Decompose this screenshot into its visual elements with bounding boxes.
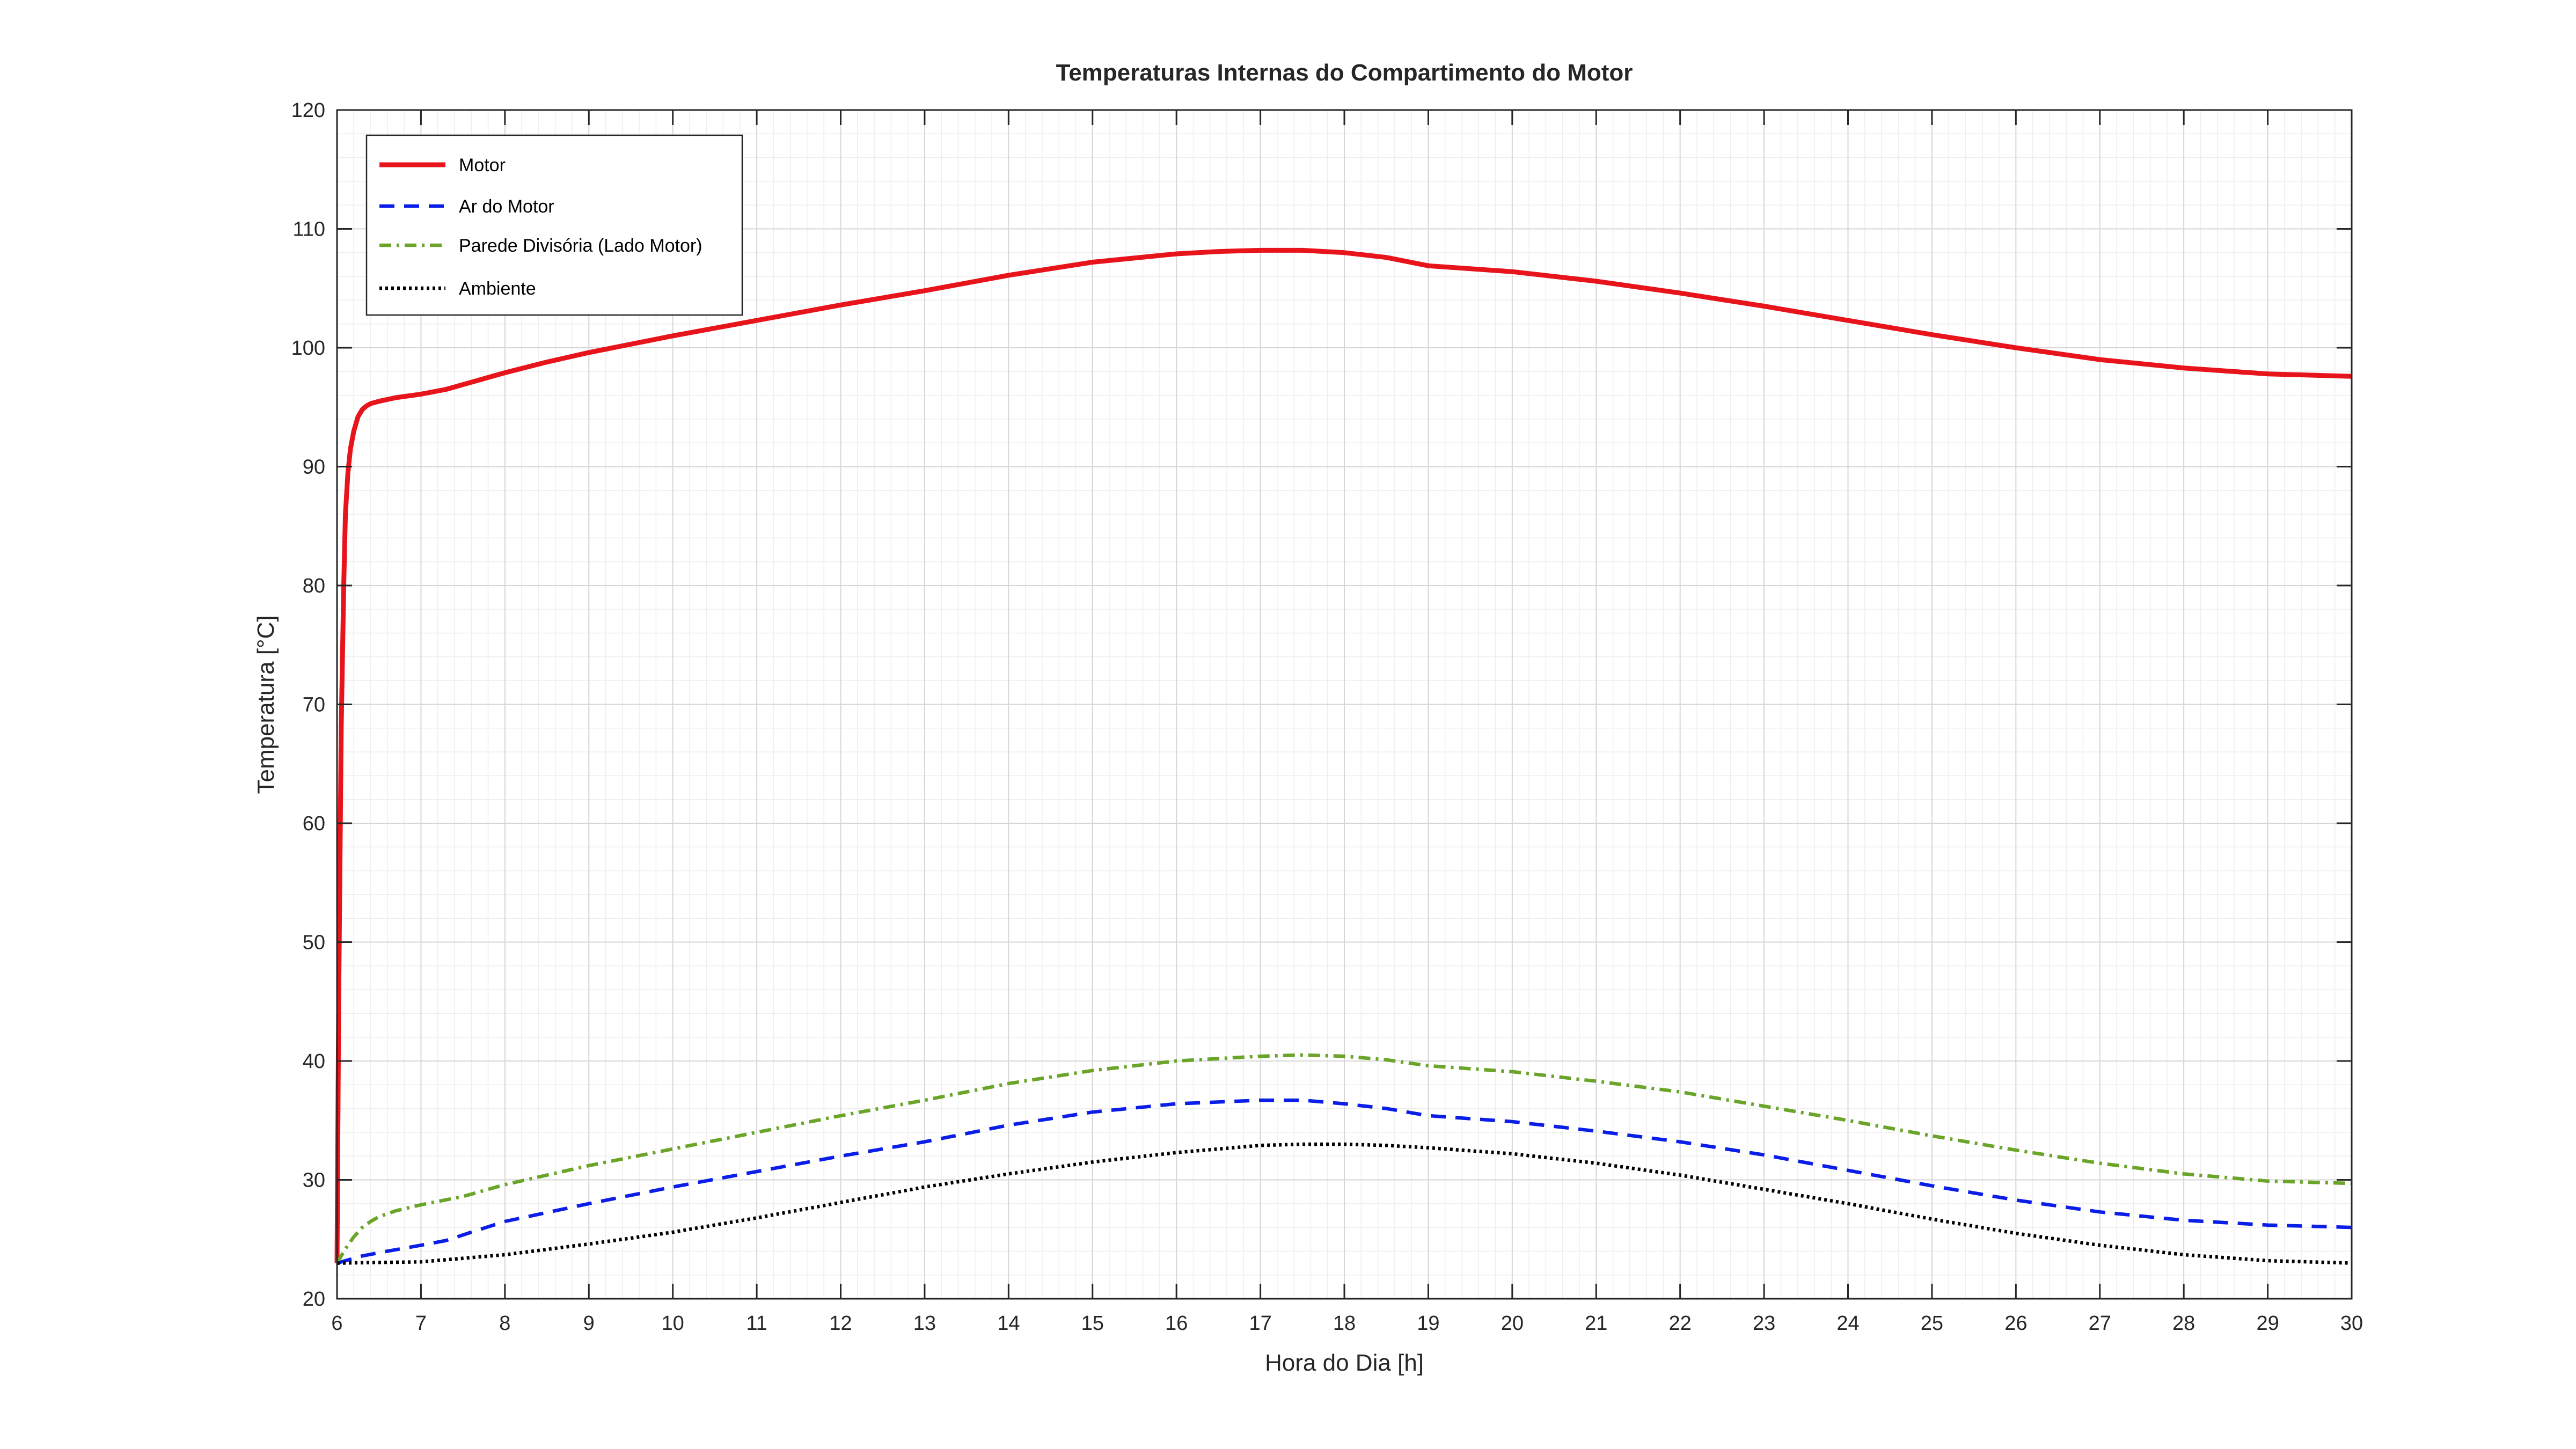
y-axis-label: Temperatura [°C] — [253, 615, 279, 794]
x-tick-label-10: 10 — [662, 1312, 684, 1335]
x-tick-label-11: 11 — [746, 1312, 767, 1335]
y-tick-label-120: 120 — [291, 99, 325, 122]
x-tick-labels: 6 7 8 9 10 11 12 13 14 15 16 17 18 19 20 21 22 23 24 25 26 27… — [331, 1312, 2363, 1335]
y-tick-label-100: 100 — [291, 337, 325, 360]
x-tick-label-7: 7 — [415, 1312, 427, 1335]
series-line-0 — [334, 247, 2352, 1263]
series-line-1 — [336, 1098, 2352, 1265]
y-tick-label-30: 30 — [303, 1169, 325, 1192]
y-tick-label-20: 20 — [303, 1288, 325, 1311]
legend-label-2: Parede Divisória (Lado Motor) — [459, 236, 702, 256]
x-tick-label-20: 20 — [1501, 1312, 1524, 1335]
x-tick-label-29: 29 — [2256, 1312, 2279, 1335]
axis-ticks — [336, 109, 2353, 1300]
x-tick-label-19: 19 — [1417, 1312, 1439, 1335]
y-tick-label-50: 50 — [303, 932, 325, 954]
y-tick-label-40: 40 — [303, 1050, 325, 1073]
x-tick-label-15: 15 — [1081, 1312, 1104, 1335]
y-tick-label-90: 90 — [303, 456, 325, 479]
x-tick-label-6: 6 — [331, 1312, 342, 1335]
series-line-3 — [336, 1142, 2352, 1265]
series-layer — [334, 247, 2352, 1265]
x-tick-label-27: 27 — [2089, 1312, 2111, 1335]
x-tick-label-12: 12 — [829, 1312, 852, 1335]
y-tick-label-60: 60 — [303, 813, 325, 835]
legend-label-3: Ambiente — [459, 279, 536, 299]
legend-label-1: Ar do Motor — [459, 196, 554, 217]
legend-label-0: Motor — [459, 155, 506, 175]
x-axis-label: Hora do Dia [h] — [1265, 1350, 1424, 1376]
y-tick-label-110: 110 — [292, 218, 325, 241]
x-tick-label-22: 22 — [1669, 1312, 1692, 1335]
x-tick-label-23: 23 — [1753, 1312, 1775, 1335]
x-tick-label-26: 26 — [2004, 1312, 2027, 1335]
y-tick-label-80: 80 — [303, 575, 325, 597]
x-tick-label-13: 13 — [913, 1312, 936, 1335]
x-tick-label-28: 28 — [2172, 1312, 2195, 1335]
x-tick-label-24: 24 — [1836, 1312, 1859, 1335]
x-tick-label-30: 30 — [2340, 1312, 2363, 1335]
series-line-2 — [335, 1053, 2352, 1264]
chart-title: Temperaturas Internas do Compartimento d… — [1056, 60, 1633, 86]
y-tick-labels: 20 30 40 50 60 70 80 90 100 110 120 — [291, 99, 325, 1311]
x-tick-label-25: 25 — [1921, 1312, 1943, 1335]
y-tick-label-70: 70 — [303, 694, 325, 716]
legend: Motor Ar do Motor Parede Divisória (Lado M… — [365, 134, 743, 316]
x-tick-label-18: 18 — [1333, 1312, 1356, 1335]
x-tick-label-14: 14 — [997, 1312, 1020, 1335]
x-tick-label-21: 21 — [1585, 1312, 1607, 1335]
x-tick-label-8: 8 — [499, 1312, 510, 1335]
x-tick-label-9: 9 — [583, 1312, 595, 1335]
x-tick-label-17: 17 — [1249, 1312, 1271, 1335]
x-tick-label-16: 16 — [1165, 1312, 1188, 1335]
